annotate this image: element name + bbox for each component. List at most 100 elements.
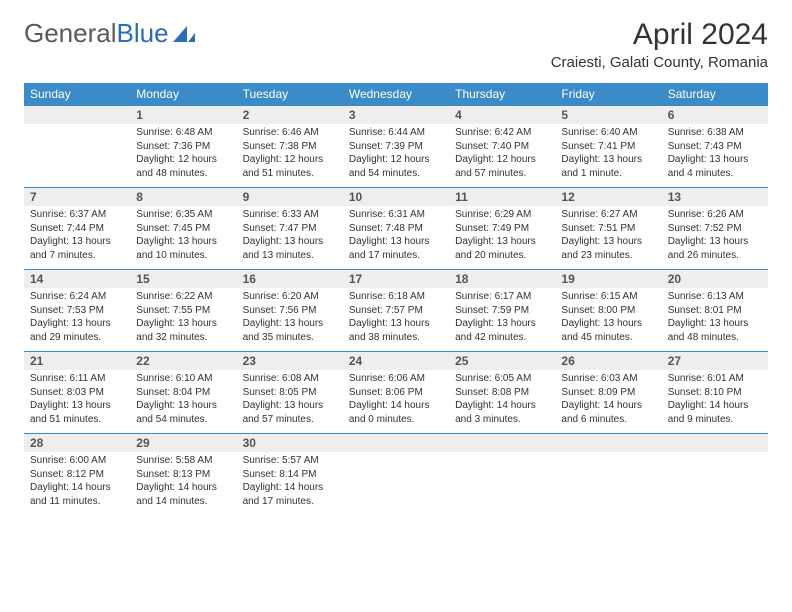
calendar-cell: 23Sunrise: 6:08 AMSunset: 8:05 PMDayligh… (237, 352, 343, 434)
sunset-text: Sunset: 7:57 PM (349, 304, 443, 318)
sunrise-text: Sunrise: 6:11 AM (30, 372, 124, 386)
header: GeneralBlue April 2024 Craiesti, Galati … (24, 18, 768, 71)
weekday-header: Friday (555, 83, 661, 106)
day-details: Sunrise: 6:01 AMSunset: 8:10 PMDaylight:… (662, 370, 768, 430)
calendar-row: 14Sunrise: 6:24 AMSunset: 7:53 PMDayligh… (24, 270, 768, 352)
calendar-cell: 30Sunrise: 5:57 AMSunset: 8:14 PMDayligh… (237, 434, 343, 516)
daylight-text: Daylight: 14 hours and 17 minutes. (243, 481, 337, 508)
sunset-text: Sunset: 8:10 PM (668, 386, 762, 400)
logo-word-2: Blue (117, 18, 169, 48)
calendar-cell: 6Sunrise: 6:38 AMSunset: 7:43 PMDaylight… (662, 106, 768, 188)
sunrise-text: Sunrise: 6:20 AM (243, 290, 337, 304)
calendar-cell (24, 106, 130, 188)
sunset-text: Sunset: 7:36 PM (136, 140, 230, 154)
daylight-text: Daylight: 12 hours and 48 minutes. (136, 153, 230, 180)
calendar-cell: 16Sunrise: 6:20 AMSunset: 7:56 PMDayligh… (237, 270, 343, 352)
calendar-cell: 21Sunrise: 6:11 AMSunset: 8:03 PMDayligh… (24, 352, 130, 434)
day-number: 17 (343, 270, 449, 288)
sunrise-text: Sunrise: 6:42 AM (455, 126, 549, 140)
sunrise-text: Sunrise: 6:13 AM (668, 290, 762, 304)
calendar-cell: 4Sunrise: 6:42 AMSunset: 7:40 PMDaylight… (449, 106, 555, 188)
day-number: 14 (24, 270, 130, 288)
day-details: Sunrise: 6:06 AMSunset: 8:06 PMDaylight:… (343, 370, 449, 430)
day-details: Sunrise: 6:20 AMSunset: 7:56 PMDaylight:… (237, 288, 343, 348)
weekday-header: Sunday (24, 83, 130, 106)
daylight-text: Daylight: 13 hours and 32 minutes. (136, 317, 230, 344)
daylight-text: Daylight: 13 hours and 13 minutes. (243, 235, 337, 262)
calendar-row: 21Sunrise: 6:11 AMSunset: 8:03 PMDayligh… (24, 352, 768, 434)
day-details: Sunrise: 6:03 AMSunset: 8:09 PMDaylight:… (555, 370, 661, 430)
day-details: Sunrise: 6:44 AMSunset: 7:39 PMDaylight:… (343, 124, 449, 184)
day-details: Sunrise: 6:24 AMSunset: 7:53 PMDaylight:… (24, 288, 130, 348)
sunset-text: Sunset: 8:09 PM (561, 386, 655, 400)
day-details: Sunrise: 6:22 AMSunset: 7:55 PMDaylight:… (130, 288, 236, 348)
day-number: 1 (130, 106, 236, 124)
day-details: Sunrise: 6:11 AMSunset: 8:03 PMDaylight:… (24, 370, 130, 430)
calendar-body: 1Sunrise: 6:48 AMSunset: 7:36 PMDaylight… (24, 106, 768, 516)
day-number: 15 (130, 270, 236, 288)
sunrise-text: Sunrise: 6:35 AM (136, 208, 230, 222)
day-details: Sunrise: 6:48 AMSunset: 7:36 PMDaylight:… (130, 124, 236, 184)
day-number: 21 (24, 352, 130, 370)
day-number: 16 (237, 270, 343, 288)
sunset-text: Sunset: 7:48 PM (349, 222, 443, 236)
day-number: 2 (237, 106, 343, 124)
weekday-header: Monday (130, 83, 236, 106)
calendar-cell: 1Sunrise: 6:48 AMSunset: 7:36 PMDaylight… (130, 106, 236, 188)
day-details: Sunrise: 6:17 AMSunset: 7:59 PMDaylight:… (449, 288, 555, 348)
sunrise-text: Sunrise: 6:31 AM (349, 208, 443, 222)
sunset-text: Sunset: 8:01 PM (668, 304, 762, 318)
sunrise-text: Sunrise: 6:48 AM (136, 126, 230, 140)
sunrise-text: Sunrise: 6:05 AM (455, 372, 549, 386)
month-title: April 2024 (551, 18, 768, 52)
daylight-text: Daylight: 14 hours and 0 minutes. (349, 399, 443, 426)
calendar-cell: 3Sunrise: 6:44 AMSunset: 7:39 PMDaylight… (343, 106, 449, 188)
day-number: 6 (662, 106, 768, 124)
day-number: 26 (555, 352, 661, 370)
sunset-text: Sunset: 7:39 PM (349, 140, 443, 154)
day-details: Sunrise: 6:37 AMSunset: 7:44 PMDaylight:… (24, 206, 130, 266)
calendar-cell: 22Sunrise: 6:10 AMSunset: 8:04 PMDayligh… (130, 352, 236, 434)
sunset-text: Sunset: 7:53 PM (30, 304, 124, 318)
sunrise-text: Sunrise: 6:10 AM (136, 372, 230, 386)
sunset-text: Sunset: 8:05 PM (243, 386, 337, 400)
day-details: Sunrise: 6:26 AMSunset: 7:52 PMDaylight:… (662, 206, 768, 266)
sunset-text: Sunset: 7:45 PM (136, 222, 230, 236)
day-number: 3 (343, 106, 449, 124)
calendar-cell (449, 434, 555, 516)
sunrise-text: Sunrise: 5:58 AM (136, 454, 230, 468)
sunset-text: Sunset: 7:44 PM (30, 222, 124, 236)
sunset-text: Sunset: 7:49 PM (455, 222, 549, 236)
sunrise-text: Sunrise: 6:15 AM (561, 290, 655, 304)
sunset-text: Sunset: 7:38 PM (243, 140, 337, 154)
day-number: 4 (449, 106, 555, 124)
day-details: Sunrise: 6:29 AMSunset: 7:49 PMDaylight:… (449, 206, 555, 266)
calendar-cell: 27Sunrise: 6:01 AMSunset: 8:10 PMDayligh… (662, 352, 768, 434)
calendar-cell: 5Sunrise: 6:40 AMSunset: 7:41 PMDaylight… (555, 106, 661, 188)
daylight-text: Daylight: 14 hours and 9 minutes. (668, 399, 762, 426)
calendar-cell: 18Sunrise: 6:17 AMSunset: 7:59 PMDayligh… (449, 270, 555, 352)
daylight-text: Daylight: 13 hours and 51 minutes. (30, 399, 124, 426)
weekday-header: Tuesday (237, 83, 343, 106)
calendar-cell: 19Sunrise: 6:15 AMSunset: 8:00 PMDayligh… (555, 270, 661, 352)
daylight-text: Daylight: 13 hours and 35 minutes. (243, 317, 337, 344)
calendar-cell: 11Sunrise: 6:29 AMSunset: 7:49 PMDayligh… (449, 188, 555, 270)
sunset-text: Sunset: 7:40 PM (455, 140, 549, 154)
day-number: 25 (449, 352, 555, 370)
sunset-text: Sunset: 7:55 PM (136, 304, 230, 318)
sunrise-text: Sunrise: 6:29 AM (455, 208, 549, 222)
sunrise-text: Sunrise: 6:37 AM (30, 208, 124, 222)
day-details: Sunrise: 6:46 AMSunset: 7:38 PMDaylight:… (237, 124, 343, 184)
sunset-text: Sunset: 8:06 PM (349, 386, 443, 400)
day-number: 22 (130, 352, 236, 370)
weekday-header: Thursday (449, 83, 555, 106)
weekday-header: Saturday (662, 83, 768, 106)
sunset-text: Sunset: 7:59 PM (455, 304, 549, 318)
calendar-cell: 13Sunrise: 6:26 AMSunset: 7:52 PMDayligh… (662, 188, 768, 270)
day-number: 18 (449, 270, 555, 288)
calendar-cell (662, 434, 768, 516)
day-number: 10 (343, 188, 449, 206)
day-number: 28 (24, 434, 130, 452)
day-number: 13 (662, 188, 768, 206)
day-number: 11 (449, 188, 555, 206)
